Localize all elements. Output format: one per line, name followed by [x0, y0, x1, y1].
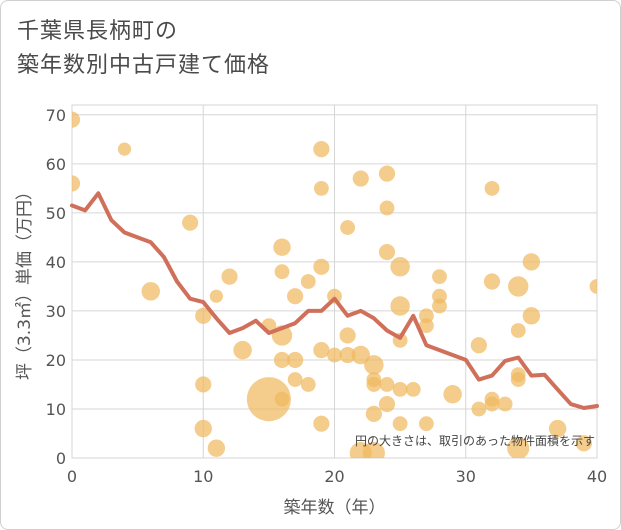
data-bubble: [273, 238, 291, 256]
data-bubble: [362, 442, 385, 458]
y-tick-label: 40: [46, 253, 66, 272]
y-tick-label: 60: [46, 155, 66, 174]
data-bubble: [390, 257, 410, 277]
data-bubble: [327, 347, 342, 363]
data-bubble: [418, 318, 434, 334]
data-bubble: [300, 274, 316, 289]
data-bubble: [351, 345, 370, 365]
data-bubble: [365, 405, 382, 422]
axis-ticks: 0 10 20 30 40 0 10 20 30 40 50 60 70: [46, 106, 608, 486]
data-bubble: [195, 307, 212, 324]
data-bubble: [405, 381, 421, 397]
data-bubble: [510, 372, 526, 387]
data-bubble: [366, 377, 382, 392]
data-bubble: [313, 258, 330, 275]
data-bubble: [432, 298, 447, 314]
chart-title-line-1: 千葉県長柄町の: [17, 19, 179, 44]
chart-title: 千葉県長柄町の 築年数別中古戸建て価格: [17, 15, 270, 83]
y-tick-label: 50: [46, 204, 66, 223]
data-bubble: [443, 385, 462, 404]
data-bubble: [378, 395, 396, 413]
data-bubble: [483, 273, 501, 290]
data-bubble: [392, 416, 408, 432]
data-bubble: [379, 377, 395, 392]
data-bubble: [522, 253, 541, 271]
data-bubble: [287, 288, 304, 305]
data-bubble: [209, 289, 223, 303]
x-tick-label: 30: [456, 467, 476, 486]
data-bubble: [274, 391, 290, 407]
grid: [71, 104, 598, 459]
data-bubble: [72, 111, 81, 128]
x-tick-label: 0: [67, 467, 77, 486]
data-bubble: [313, 141, 330, 158]
data-bubble: [182, 214, 199, 231]
data-bubble: [378, 165, 396, 182]
data-bubble: [141, 282, 160, 301]
x-tick-label: 40: [587, 467, 607, 486]
y-tick-label: 70: [46, 106, 66, 125]
bubble-size-note: 円の大きさは、取引のあった物件面積を示す: [355, 433, 595, 448]
data-bubble: [117, 142, 132, 156]
data-bubble: [221, 268, 238, 285]
data-bubble: [548, 419, 567, 438]
data-bubble: [484, 396, 500, 412]
data-bubble: [287, 351, 304, 369]
data-bubble: [497, 396, 513, 412]
y-tick-label: 0: [56, 449, 66, 468]
data-bubble: [352, 170, 369, 187]
y-tick-label: 20: [46, 351, 66, 370]
data-bubble: [364, 355, 384, 375]
data-bubble: [313, 342, 330, 359]
data-bubble: [340, 220, 356, 235]
data-bubble: [507, 437, 530, 458]
data-bubble: [510, 323, 526, 338]
data-bubble: [287, 372, 303, 387]
data-bubble: [72, 175, 81, 192]
data-bubble: [207, 439, 226, 457]
data-bubble: [339, 327, 356, 344]
data-bubble: [522, 307, 541, 325]
data-bubble: [195, 376, 212, 393]
data-bubble: [313, 415, 330, 432]
data-bubble: [339, 346, 356, 364]
x-axis-label: 築年数（年）: [284, 498, 386, 518]
data-bubble: [589, 278, 597, 294]
x-tick-label: 10: [193, 467, 213, 486]
y-tick-label: 30: [46, 302, 66, 321]
data-bubble: [390, 296, 410, 316]
data-bubble: [300, 377, 316, 392]
data-bubble: [274, 264, 290, 280]
data-bubble: [246, 377, 291, 422]
data-bubble: [194, 419, 212, 438]
trend-line: [70, 191, 599, 410]
data-bubble: [432, 269, 447, 285]
data-bubble: [575, 435, 592, 452]
trend-series: [70, 191, 599, 410]
data-bubble: [484, 180, 500, 196]
data-bubble: [418, 416, 434, 432]
data-bubble: [379, 200, 395, 216]
x-tick-label: 20: [324, 467, 344, 486]
data-bubble: [392, 381, 408, 397]
bubble-series: [72, 111, 597, 458]
data-bubble: [313, 180, 329, 196]
data-bubble: [273, 351, 291, 369]
data-bubble: [508, 276, 529, 297]
y-tick-label: 10: [46, 400, 66, 419]
chart-title-line-2: 築年数別中古戸建て価格: [17, 53, 271, 78]
y-axis-label: 坪（3.3㎡）単価（万円）: [15, 183, 35, 380]
data-bubble: [233, 340, 252, 360]
data-bubble: [471, 401, 487, 417]
data-bubble: [470, 337, 487, 354]
data-bubble: [378, 243, 396, 261]
